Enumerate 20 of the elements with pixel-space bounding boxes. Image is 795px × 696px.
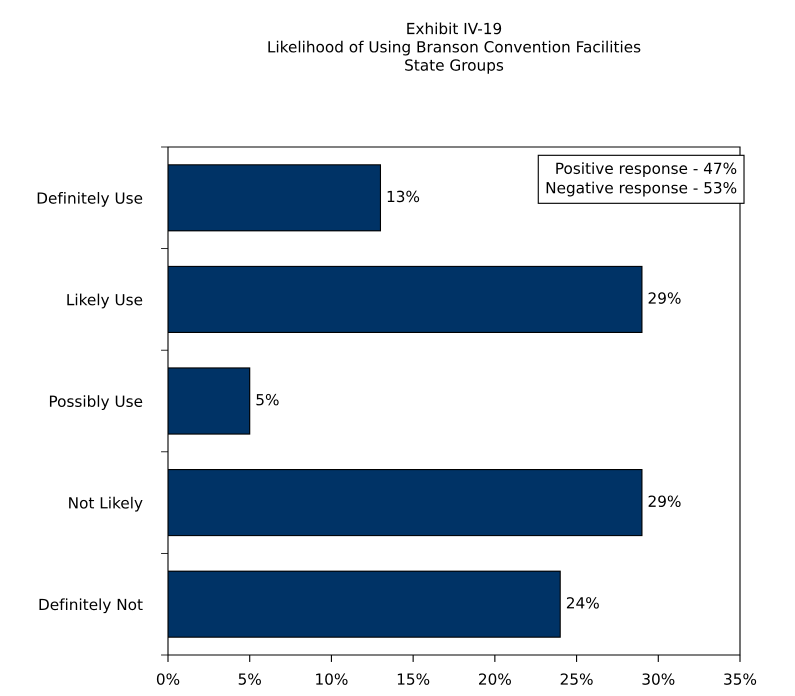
x-tick-label: 20% — [479, 673, 511, 685]
x-tick-label: 5% — [238, 673, 261, 685]
data-label: 29% — [648, 495, 681, 508]
x-tick-label: 35% — [724, 673, 756, 685]
x-tick-label: 15% — [398, 673, 430, 685]
annotation: Positive response - 47% Negative response - 53% — [546, 162, 736, 196]
x-tick-label: 0% — [156, 673, 180, 685]
x-tick-label: 30% — [642, 673, 674, 685]
y-tick-label: Possibly Use — [50, 395, 142, 410]
x-tick-label: 10% — [316, 673, 348, 685]
data-label: 5% — [256, 394, 279, 406]
chart-title: Exhibit IV-19 Likelihood of Using Branson Convention Facilities State Groups — [268, 22, 640, 74]
x-tick-label: 25% — [560, 673, 593, 685]
data-label: 24% — [566, 597, 599, 609]
y-tick-label: Definitely Use — [38, 192, 142, 207]
data-label: 13% — [388, 190, 420, 202]
y-tick-label: Definitely Not — [39, 598, 143, 614]
y-tick-label: Likely Use — [67, 294, 142, 308]
data-label: 29% — [648, 292, 681, 304]
y-tick-label: Not Likely — [69, 496, 143, 512]
